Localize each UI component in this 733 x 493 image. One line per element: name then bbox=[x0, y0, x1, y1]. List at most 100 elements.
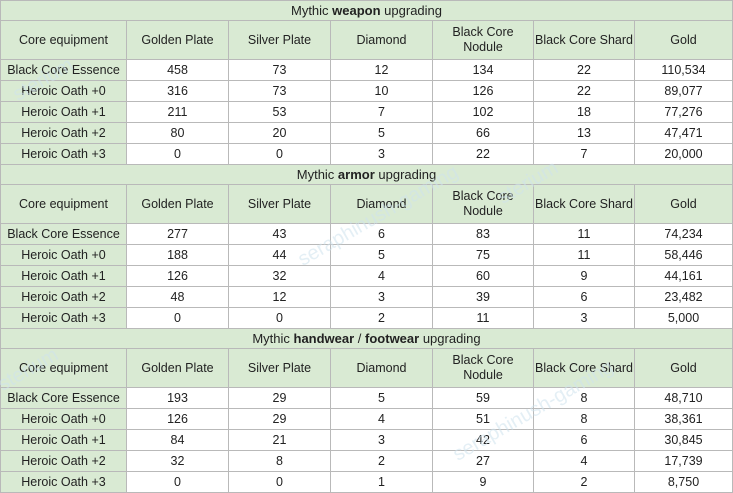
row-label: Heroic Oath +1 bbox=[0, 265, 127, 287]
table-row: Heroic Oath +2 32 8 2 27 4 17,739 bbox=[0, 450, 733, 472]
table-row: Heroic Oath +2 80 20 5 66 13 47,471 bbox=[0, 122, 733, 144]
table-cell: 0 bbox=[126, 307, 229, 329]
table-cell: 8 bbox=[228, 450, 331, 472]
table-cell: 8 bbox=[533, 387, 635, 409]
table-row: Heroic Oath +3 0 0 2 11 3 5,000 bbox=[0, 307, 733, 329]
table-cell: 22 bbox=[432, 143, 534, 165]
table-cell: 0 bbox=[126, 471, 229, 493]
section-title-part: handwear bbox=[293, 331, 355, 346]
table-cell: 8 bbox=[533, 408, 635, 430]
table-cell: 4 bbox=[533, 450, 635, 472]
section-title-row: Mythic handwear / footwear upgrading bbox=[0, 328, 733, 349]
table-cell: 22 bbox=[533, 80, 635, 102]
row-label: Heroic Oath +0 bbox=[0, 408, 127, 430]
table-cell: 193 bbox=[126, 387, 229, 409]
table-cell: 29 bbox=[228, 387, 331, 409]
table-cell: 102 bbox=[432, 101, 534, 123]
table-cell: 10 bbox=[330, 80, 433, 102]
table-cell: 29 bbox=[228, 408, 331, 430]
table-cell: 5 bbox=[330, 387, 433, 409]
table-cell: 2 bbox=[533, 471, 635, 493]
table-cell: 211 bbox=[126, 101, 229, 123]
table-cell: 60 bbox=[432, 265, 534, 287]
table-cell: 27 bbox=[432, 450, 534, 472]
table-cell: 9 bbox=[533, 265, 635, 287]
table-cell: 12 bbox=[330, 59, 433, 81]
table-cell: 3 bbox=[533, 307, 635, 329]
column-header: Diamond bbox=[330, 20, 433, 60]
column-header: Golden Plate bbox=[126, 20, 229, 60]
section-title-part: upgrading bbox=[380, 3, 443, 18]
table-cell: 11 bbox=[533, 244, 635, 266]
table-cell: 0 bbox=[228, 143, 331, 165]
table-cell: 48 bbox=[126, 286, 229, 308]
table-cell: 53 bbox=[228, 101, 331, 123]
row-label: Heroic Oath +2 bbox=[0, 286, 127, 308]
table-cell: 77,276 bbox=[634, 101, 733, 123]
column-header-row: Core equipment Golden Plate Silver Plate Di… bbox=[0, 20, 733, 60]
row-label: Heroic Oath +2 bbox=[0, 450, 127, 472]
table-cell: 134 bbox=[432, 59, 534, 81]
table-cell: 2 bbox=[330, 307, 433, 329]
row-label: Heroic Oath +0 bbox=[0, 80, 127, 102]
section-title-part: upgrading bbox=[419, 331, 481, 346]
table-cell: 20,000 bbox=[634, 143, 733, 165]
row-label: Heroic Oath +3 bbox=[0, 307, 127, 329]
table-cell: 47,471 bbox=[634, 122, 733, 144]
table-cell: 13 bbox=[533, 122, 635, 144]
table-cell: 8,750 bbox=[634, 471, 733, 493]
table-cell: 3 bbox=[330, 286, 433, 308]
table-cell: 44 bbox=[228, 244, 331, 266]
section-title-part: Mythic bbox=[290, 3, 333, 18]
table-cell: 83 bbox=[432, 223, 534, 245]
column-header: Silver Plate bbox=[228, 20, 331, 60]
column-header: Black Core Shard bbox=[533, 184, 635, 224]
table-row: Heroic Oath +1 126 32 4 60 9 44,161 bbox=[0, 265, 733, 287]
table-cell: 84 bbox=[126, 429, 229, 451]
table-cell: 188 bbox=[126, 244, 229, 266]
column-header: Gold bbox=[634, 348, 733, 388]
table-row: Black Core Essence 277 43 6 83 11 74,234 bbox=[0, 223, 733, 245]
table-row: Heroic Oath +0 316 73 10 126 22 89,077 bbox=[0, 80, 733, 102]
table-cell: 11 bbox=[533, 223, 635, 245]
table-cell: 66 bbox=[432, 122, 534, 144]
table-cell: 48,710 bbox=[634, 387, 733, 409]
column-header-row: Core equipment Golden Plate Silver Plate Di… bbox=[0, 184, 733, 224]
column-header: Black Core Shard bbox=[533, 20, 635, 60]
section-title-row: Mythic weapon upgrading bbox=[0, 0, 733, 21]
table-cell: 6 bbox=[330, 223, 433, 245]
table-cell: 2 bbox=[330, 450, 433, 472]
table-cell: 38,361 bbox=[634, 408, 733, 430]
table-row: Heroic Oath +1 84 21 3 42 6 30,845 bbox=[0, 429, 733, 451]
table-cell: 4 bbox=[330, 408, 433, 430]
table-cell: 74,234 bbox=[634, 223, 733, 245]
table-cell: 3 bbox=[330, 143, 433, 165]
column-header: Black Core Shard bbox=[533, 348, 635, 388]
table-cell: 30,845 bbox=[634, 429, 733, 451]
table-cell: 0 bbox=[228, 471, 331, 493]
table-cell: 51 bbox=[432, 408, 534, 430]
table-cell: 42 bbox=[432, 429, 534, 451]
table-cell: 277 bbox=[126, 223, 229, 245]
row-label: Heroic Oath +1 bbox=[0, 101, 127, 123]
table-cell: 0 bbox=[228, 307, 331, 329]
table-cell: 18 bbox=[533, 101, 635, 123]
column-header: Diamond bbox=[330, 184, 433, 224]
table-cell: 59 bbox=[432, 387, 534, 409]
table-row: Black Core Essence 458 73 12 134 22 110,534 bbox=[0, 59, 733, 81]
column-header: Gold bbox=[634, 20, 733, 60]
table-cell: 11 bbox=[432, 307, 534, 329]
row-label: Black Core Essence bbox=[0, 387, 127, 409]
table-row: Heroic Oath +1 211 53 7 102 18 77,276 bbox=[0, 101, 733, 123]
column-header: Black Core Nodule bbox=[432, 348, 534, 388]
table-cell: 316 bbox=[126, 80, 229, 102]
table-cell: 6 bbox=[533, 286, 635, 308]
table-cell: 73 bbox=[228, 59, 331, 81]
table-cell: 4 bbox=[330, 265, 433, 287]
table-row: Heroic Oath +3 0 0 3 22 7 20,000 bbox=[0, 143, 733, 165]
section-title-part: armor bbox=[337, 167, 375, 182]
table-cell: 75 bbox=[432, 244, 534, 266]
table-cell: 44,161 bbox=[634, 265, 733, 287]
